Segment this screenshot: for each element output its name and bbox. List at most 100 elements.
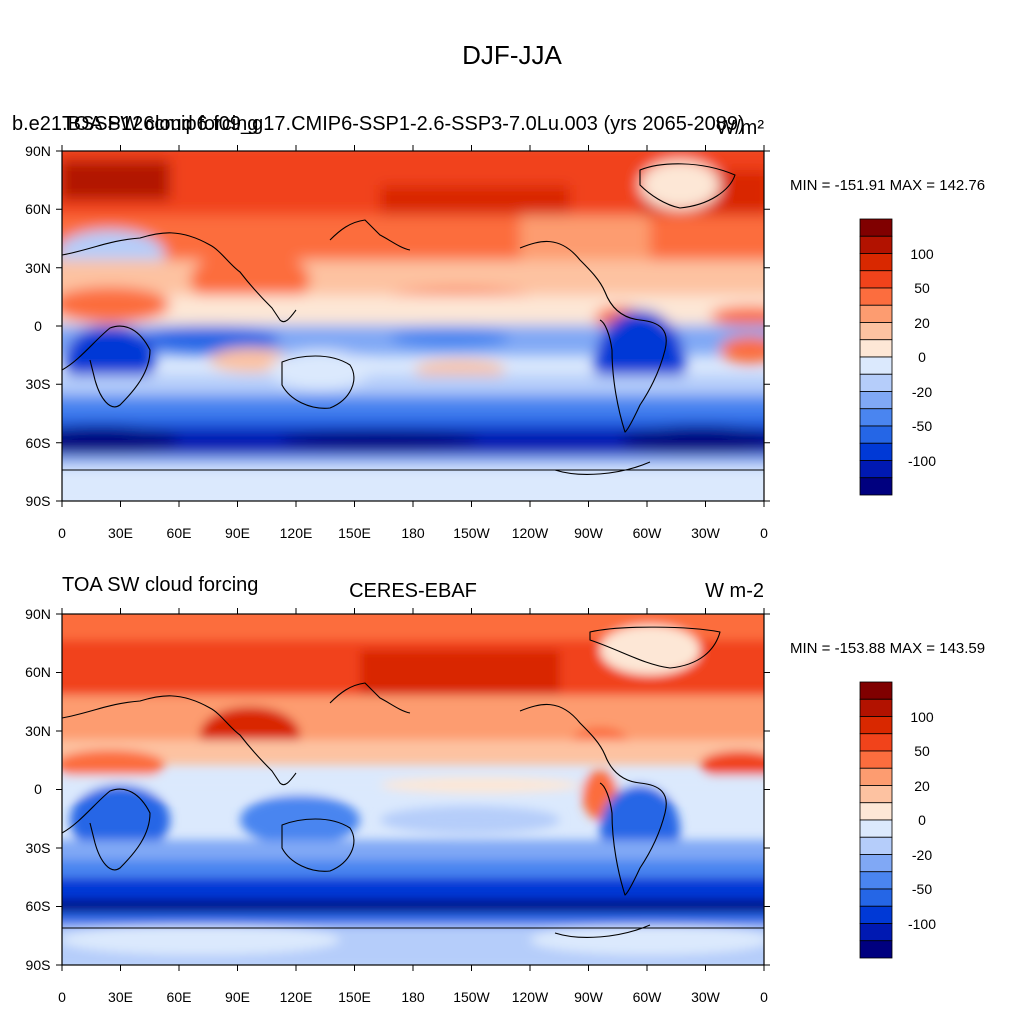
colorbar-label: -20 [912, 847, 932, 863]
colorbar-swatch [859, 460, 893, 479]
panel1-left-title-overlap: TOA SW cloud forcing [62, 113, 258, 135]
figure-title: DJF-JJA [462, 40, 562, 70]
lon-label: 30W [691, 525, 721, 541]
lat-label: 90N [25, 143, 51, 159]
colorbar-label: -50 [912, 881, 932, 897]
lat-label: 60S [26, 898, 51, 914]
colorbar-swatch [859, 871, 893, 890]
panel-observation: TOA SW cloud forcing CERES-EBAF W m-2 [25, 574, 985, 1005]
colorbar-swatch [859, 218, 893, 237]
panel1-min-max: MIN = -151.91 MAX = 142.76 [790, 177, 985, 194]
colorbar-swatch [859, 905, 893, 924]
lon-label: 150E [338, 989, 371, 1005]
lat-label: 30S [26, 840, 51, 856]
panel1-field [62, 151, 764, 501]
colorbar-label: 20 [914, 778, 930, 794]
panel1-left-title: b.e21.BSSP126cmip6.f09_g17.CMIP6-SSP1-2.… [12, 113, 745, 135]
colorbar-swatch [859, 304, 893, 323]
lon-label: 0 [58, 525, 66, 541]
colorbar-swatch [859, 923, 893, 942]
colorbar-swatch [859, 767, 893, 786]
colorbar-swatch [859, 716, 893, 735]
panel2-units: W m-2 [705, 580, 764, 602]
lon-label: 30W [691, 989, 721, 1005]
lat-label: 0 [34, 781, 42, 797]
colorbar-swatch [859, 698, 893, 717]
lat-label: 0 [34, 318, 42, 334]
colorbar-swatch [859, 356, 893, 375]
colorbar-label: 50 [914, 280, 930, 296]
lon-label: 120E [280, 989, 313, 1005]
lat-label: 60N [25, 664, 51, 680]
colorbar-label: -100 [908, 916, 936, 932]
colorbar-swatch [859, 339, 893, 358]
colorbar-label: -100 [908, 453, 936, 469]
lat-label: 30N [25, 723, 51, 739]
colorbar-swatch [859, 681, 893, 700]
colorbar-label: -20 [912, 384, 932, 400]
lon-label: 180 [401, 989, 425, 1005]
lon-label: 90E [225, 525, 250, 541]
colorbar-swatch [859, 477, 893, 496]
colorbar-swatch [859, 854, 893, 873]
lat-label: 30N [25, 260, 51, 276]
colorbar-label: 50 [914, 743, 930, 759]
colorbar-swatch [859, 270, 893, 289]
lon-label: 30E [108, 989, 133, 1005]
lon-label: 120W [512, 989, 549, 1005]
panel2-field [62, 614, 764, 965]
panel1-lon-labels: 0 30E 60E 90E 120E 150E 180 150W 120W 90… [58, 525, 768, 541]
lon-label: 180 [401, 525, 425, 541]
colorbar-swatch [859, 442, 893, 461]
colorbar-swatch [859, 819, 893, 838]
lat-label: 90S [26, 493, 51, 509]
panel2-center-title: CERES-EBAF [349, 580, 477, 602]
lat-label: 60S [26, 435, 51, 451]
colorbar-swatch [859, 408, 893, 427]
panel2-lat-labels: 90N 60N 30N 0 30S 60S 90S [25, 606, 51, 973]
lon-label: 150E [338, 525, 371, 541]
lon-label: 60W [633, 989, 663, 1005]
colorbar-label: 100 [910, 709, 934, 725]
colorbar-swatch [859, 322, 893, 341]
colorbar-swatch [859, 373, 893, 392]
lon-label: 60E [167, 525, 192, 541]
panel1-ticks [56, 145, 770, 507]
lat-label: 90S [26, 957, 51, 973]
panel1-units: W/m² [716, 117, 764, 139]
colorbar-swatch [859, 391, 893, 410]
lon-label: 90W [574, 525, 604, 541]
lon-label: 0 [58, 989, 66, 1005]
lon-label: 60E [167, 989, 192, 1005]
panel2-colorbar: 100 50 20 0 -20 -50 -100 [859, 681, 936, 959]
lat-label: 90N [25, 606, 51, 622]
panel2-left-title: TOA SW cloud forcing [62, 574, 258, 596]
colorbar-swatch [859, 836, 893, 855]
colorbar-label: 0 [918, 349, 926, 365]
colorbar-swatch [859, 940, 893, 959]
panel1-colorbar: 100 50 20 0 -20 -50 -100 [859, 218, 936, 496]
lon-label: 150W [453, 525, 490, 541]
colorbar-swatch [859, 235, 893, 254]
lon-label: 90E [225, 989, 250, 1005]
lon-label: 120E [280, 525, 313, 541]
colorbar-label: 20 [914, 315, 930, 331]
colorbar-swatch [859, 253, 893, 272]
colorbar-swatch [859, 802, 893, 821]
colorbar-swatch [859, 425, 893, 444]
lon-label: 120W [512, 525, 549, 541]
colorbar-label: -50 [912, 418, 932, 434]
lat-label: 60N [25, 201, 51, 217]
lon-label: 0 [760, 525, 768, 541]
colorbar-swatch [859, 287, 893, 306]
panel1-coastlines [62, 163, 764, 475]
panel1-lat-labels: 90N 60N 30N 0 30S 60S 90S [25, 143, 51, 509]
lat-label: 30S [26, 376, 51, 392]
panel2-min-max: MIN = -153.88 MAX = 143.59 [790, 640, 985, 657]
colorbar-swatch [859, 733, 893, 752]
colorbar-swatch [859, 750, 893, 769]
colorbar-swatch [859, 888, 893, 907]
lon-label: 90W [574, 989, 604, 1005]
panel-model: TOA SW cloud forcing b.e21.BSSP126cmip6.… [12, 113, 985, 541]
